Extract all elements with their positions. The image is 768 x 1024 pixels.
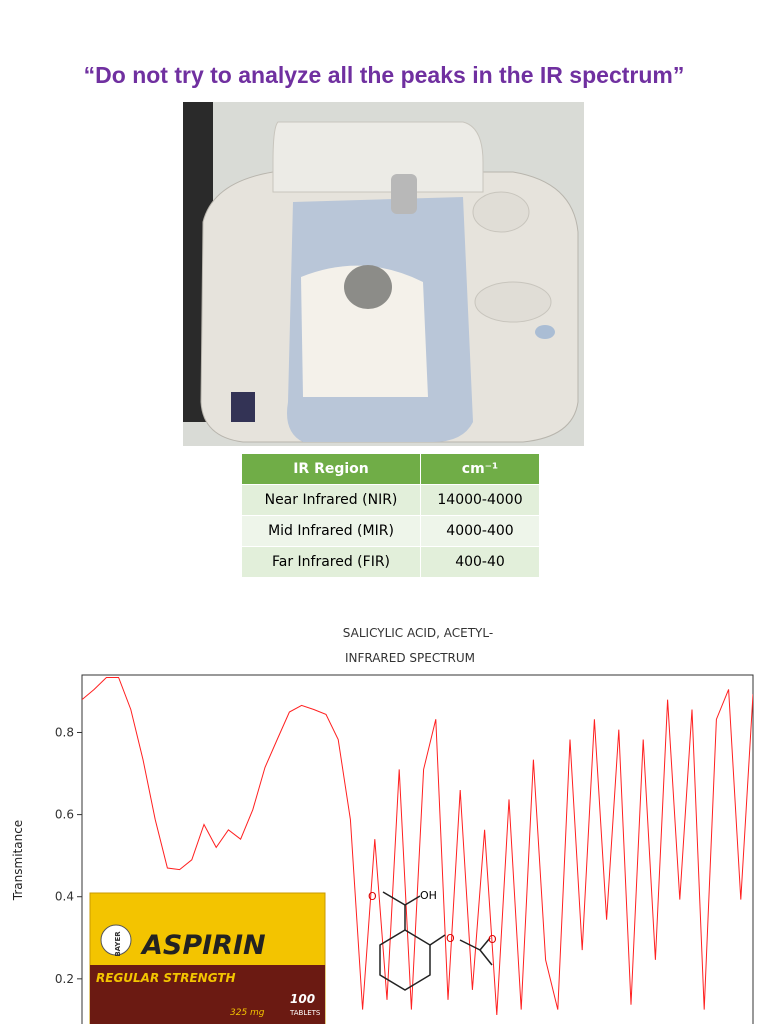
cell: Near Infrared (NIR) <box>241 484 421 516</box>
aspirin-unit: TABLETS <box>289 1009 321 1017</box>
aspirin-box: BAYER ASPIRIN REGULAR STRENGTH 325 mg 10… <box>89 892 326 1024</box>
cell: 4000-400 <box>420 515 540 547</box>
spectrometer-photo <box>183 102 584 446</box>
atom-label: O <box>446 932 455 945</box>
atom-label: O <box>488 933 497 946</box>
cell: Far Infrared (FIR) <box>241 546 421 578</box>
atom-label: O <box>368 890 377 903</box>
chart-title: SALICYLIC ACID, ACETYL- <box>343 626 493 640</box>
aspirin-count: 100 <box>290 992 315 1006</box>
y-tick-label: 0.2 <box>55 972 74 986</box>
cell: 400-40 <box>420 546 540 578</box>
ir-region-table: IR Region cm⁻¹ Near Infrared (NIR) 14000-4… <box>241 453 540 578</box>
spectrum-line <box>82 677 753 1016</box>
plot-frame <box>81 674 754 1024</box>
aspirin-strength: REGULAR STRENGTH <box>96 971 236 985</box>
cell: 14000-4000 <box>420 484 540 516</box>
spectrum-chart: SALICYLIC ACID, ACETYL- INFRARED SPECTRU… <box>11 626 754 1024</box>
y-tick-label: 0.8 <box>55 725 74 739</box>
chart-subtitle: INFRARED SPECTRUM <box>345 651 475 665</box>
aspirin-dose: 325 mg <box>230 1008 265 1018</box>
header-cell: IR Region <box>241 453 421 485</box>
cell: Mid Infrared (MIR) <box>241 515 421 547</box>
aspirin-maker: BAYER <box>114 931 122 957</box>
slide-title: “Do not try to analyze all the peaks in … <box>83 62 685 88</box>
atom-label: OH <box>420 889 437 902</box>
aspirin-brand: ASPIRIN <box>140 930 266 961</box>
y-tick-label: 0.6 <box>55 808 74 822</box>
y-tick-label: 0.4 <box>55 890 74 904</box>
aspirin-molecule: O OH O O <box>368 889 497 991</box>
header-cell: cm⁻¹ <box>420 453 540 485</box>
y-axis-label: Transmitance <box>11 820 25 901</box>
